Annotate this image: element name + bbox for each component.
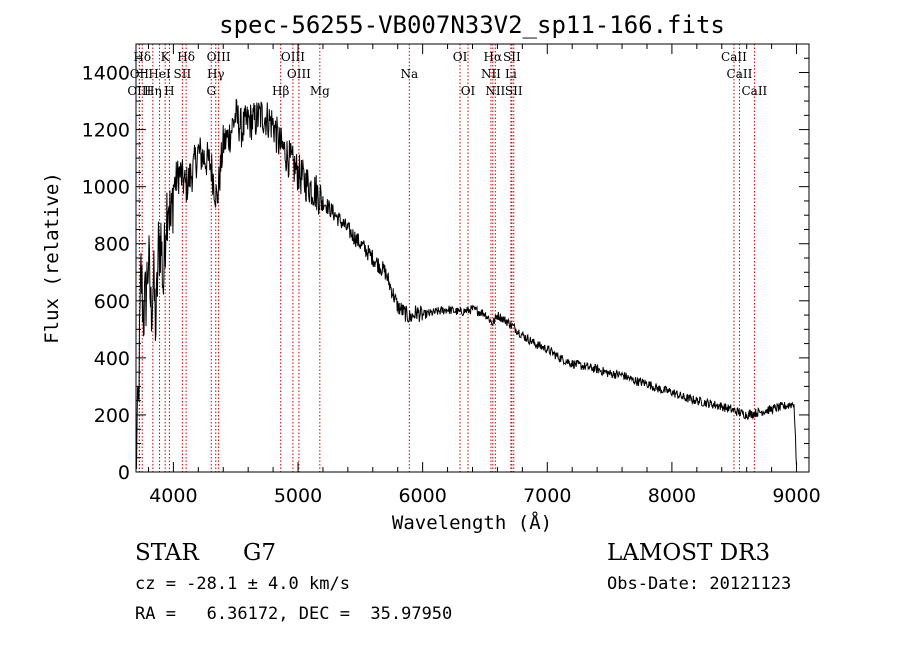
spectral-line-label: CaII	[721, 50, 747, 64]
spectral-line-label: OI	[461, 84, 476, 98]
spectral-line-label: SII	[503, 50, 521, 64]
y-tick-label: 1400	[82, 63, 130, 85]
y-tick-label: 600	[94, 291, 130, 313]
x-axis-ticks: 4000 5000 6000 7000 8000 9000	[147, 44, 821, 507]
spectral-line-label: Hδ	[133, 50, 151, 64]
y-tick-label: 400	[94, 348, 130, 370]
spectral-line-label: Hδ	[177, 50, 195, 64]
x-tick-label: 9000	[772, 485, 820, 507]
spectral-line-label: OIII	[207, 50, 231, 64]
spectrum-line	[135, 98, 797, 469]
spectral-line-label: Hβ	[272, 84, 289, 98]
spectral-line-label: Na	[400, 67, 418, 81]
spectral-subclass: G7	[243, 540, 277, 566]
coordinates-text: RA = 6.36172, DEC = 35.97950	[135, 604, 453, 624]
spectral-line-label: OIII	[127, 84, 151, 98]
x-tick-label: 7000	[523, 485, 571, 507]
spectral-line-label: OIII	[281, 50, 305, 64]
y-tick-label: 1200	[82, 120, 130, 142]
spectral-line-label: NII	[481, 67, 501, 81]
observation-date: Obs-Date: 20121123	[607, 574, 792, 594]
y-tick-label: 0	[118, 462, 130, 484]
spectral-line-label: OI	[453, 50, 468, 64]
spectral-line-label: SII	[174, 67, 192, 81]
spectral-line-label: Li	[505, 67, 517, 81]
x-axis-label: Wavelength (Å)	[392, 511, 552, 534]
spectral-line-label: Hη	[144, 84, 162, 98]
y-tick-label: 800	[94, 234, 130, 256]
x-tick-label: 6000	[398, 485, 446, 507]
y-axis-ticks: 0 200 400 600 800 1000 1200 1400	[82, 43, 809, 484]
spectral-line-label: Hα	[484, 50, 503, 64]
x-tick-label: 8000	[648, 485, 696, 507]
spectral-line-label: Hγ	[207, 67, 225, 81]
chart-title: spec-56255-VB007N33V2_sp11-166.fits	[219, 11, 725, 39]
y-tick-label: 200	[94, 405, 130, 427]
spectral-line-label: H	[164, 84, 174, 98]
spectral-line-label: G	[206, 84, 216, 98]
spectral-line-label: CaII	[727, 67, 753, 81]
spectral-line-label: OIII	[287, 67, 311, 81]
x-tick-label: 4000	[149, 485, 197, 507]
spectral-line-label: NII	[485, 84, 505, 98]
spectral-line-label: Mg	[310, 84, 330, 98]
object-class: STAR	[135, 540, 199, 566]
y-tick-label: 1000	[82, 177, 130, 199]
spectral-line-label: SII	[505, 84, 523, 98]
spectral-lines-layer	[138, 44, 755, 472]
spectral-line-label: OII	[130, 67, 150, 81]
x-tick-label: 5000	[274, 485, 322, 507]
redshift-text: cz = -28.1 ± 4.0 km/s	[135, 574, 350, 594]
y-axis-label: Flux (relative)	[41, 172, 63, 344]
spectral-line-label: CaII	[741, 84, 767, 98]
survey-name: LAMOST DR3	[607, 540, 771, 566]
spectral-line-label: K	[161, 50, 171, 64]
spectral-line-label: HeI	[148, 67, 171, 81]
